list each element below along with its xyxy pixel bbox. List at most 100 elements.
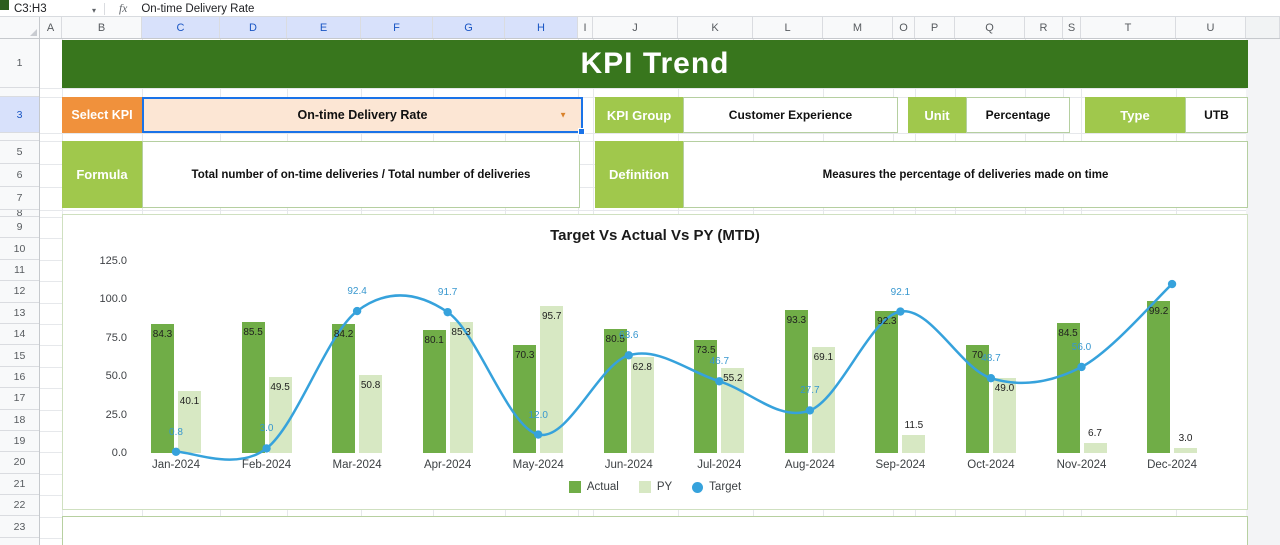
gridline-horizontal — [40, 133, 1280, 134]
row-header-12[interactable]: 12 — [0, 281, 39, 303]
row-header-17[interactable]: 17 — [0, 388, 39, 410]
name-box-caret-icon[interactable]: ▾ — [91, 6, 96, 15]
x-axis-label: Mar-2024 — [332, 459, 382, 471]
py-value-label: 95.7 — [541, 311, 562, 322]
legend-item-target: Target — [692, 481, 741, 493]
actual-value-label: 84.5 — [1058, 328, 1078, 340]
type-label: Type — [1085, 97, 1185, 133]
column-header-c[interactable]: C — [142, 17, 220, 38]
row-header-14[interactable]: 14 — [0, 323, 39, 346]
kpi-select-dropdown[interactable]: On-time Delivery Rate ▼ — [142, 97, 585, 135]
kpi-group-value: Customer Experience — [683, 97, 898, 133]
column-header-h[interactable]: H — [505, 17, 578, 38]
dropdown-arrow-icon[interactable]: ▼ — [559, 110, 567, 120]
row-header-9[interactable]: 9 — [0, 217, 39, 239]
column-header-a[interactable]: A — [40, 17, 62, 38]
row-header-15[interactable]: 15 — [0, 345, 39, 367]
x-axis-label: Aug-2024 — [784, 459, 835, 471]
row-header-10[interactable]: 10 — [0, 238, 39, 260]
y-axis-label: 50.0 — [105, 370, 127, 383]
column-header-l[interactable]: L — [753, 17, 823, 38]
kpi-trend-banner: KPI Trend — [62, 40, 1248, 88]
actual-bar — [603, 329, 627, 453]
column-header-m[interactable]: M — [823, 17, 893, 38]
row-header-21[interactable]: 21 — [0, 473, 39, 496]
column-header-u[interactable]: U — [1176, 17, 1246, 38]
row-header-19[interactable]: 19 — [0, 430, 39, 453]
row-header-1[interactable]: 1 — [0, 39, 39, 88]
chart-title: Target Vs Actual Vs PY (MTD) — [550, 227, 760, 244]
row-header-5[interactable]: 5 — [0, 141, 39, 164]
column-header-filler[interactable] — [1246, 17, 1280, 38]
target-value-label: 56.0 — [1071, 341, 1092, 353]
row-header-spacer[interactable] — [0, 88, 39, 97]
column-header-e[interactable]: E — [287, 17, 361, 38]
formula-input[interactable]: On-time Delivery Rate — [141, 3, 255, 15]
py-value-label: 40.1 — [179, 396, 200, 408]
actual-value-label: 99.2 — [1148, 305, 1169, 317]
column-header-g[interactable]: G — [433, 17, 505, 38]
legend-swatch-py — [638, 481, 651, 493]
actual-bar — [784, 309, 808, 453]
legend-label-py: PY — [656, 481, 673, 493]
row-header-spacer[interactable] — [0, 537, 39, 545]
target-value-label: 92.1 — [890, 286, 911, 298]
row-header-11[interactable]: 11 — [0, 259, 39, 282]
selection-fill-handle[interactable] — [578, 128, 585, 135]
target-value-label: 3.0 — [259, 423, 274, 435]
target-value-label: 0.8 — [169, 426, 183, 438]
column-header-o[interactable]: O — [893, 17, 915, 38]
name-box[interactable]: C3:H3 ▾ — [0, 0, 104, 16]
column-header-q[interactable]: Q — [955, 17, 1025, 38]
kpi-select-value: On-time Delivery Rate — [297, 108, 428, 122]
definition-value: Measures the percentage of deliveries ma… — [683, 141, 1248, 208]
row-header-7[interactable]: 7 — [0, 187, 39, 210]
py-value-label: 49.5 — [270, 381, 290, 393]
row-header-6[interactable]: 6 — [0, 164, 39, 187]
column-header-r[interactable]: R — [1025, 17, 1063, 38]
column-header-s[interactable]: S — [1063, 17, 1081, 38]
row-header-18[interactable]: 18 — [0, 409, 39, 431]
row-header-23[interactable]: 23 — [0, 516, 39, 538]
formula-bar: C3:H3 ▾ fx On-time Delivery Rate — [0, 0, 1280, 17]
column-header-f[interactable]: F — [361, 17, 433, 38]
gridline-horizontal — [40, 88, 1280, 89]
column-header-t[interactable]: T — [1081, 17, 1176, 38]
row-header-13[interactable]: 13 — [0, 302, 39, 324]
column-header-i[interactable]: I — [578, 17, 593, 38]
definition-label: Definition — [595, 141, 683, 208]
sheet-right-filler — [1246, 39, 1280, 545]
actual-bar — [1147, 300, 1171, 453]
legend-swatch-actual — [568, 481, 581, 493]
target-value-label: 63.6 — [619, 330, 639, 342]
target-value-label: 91.7 — [437, 287, 458, 299]
column-header-k[interactable]: K — [678, 17, 753, 38]
cell-reference: C3:H3 — [14, 3, 47, 15]
row-header-20[interactable]: 20 — [0, 452, 39, 474]
chart-plot-area: 0.0 25.0 50.0 75.0 100.0 125.0 84.3 40.1 Jan-202… — [63, 215, 1247, 509]
chart-legend: Actual PY Target — [63, 481, 1247, 493]
py-bar — [1083, 442, 1107, 453]
target-value-label: 48.7 — [981, 353, 1001, 365]
x-axis-label: Apr-2024 — [423, 459, 472, 471]
x-axis-label: Jun-2024 — [604, 459, 653, 471]
column-header-j[interactable]: J — [593, 17, 678, 38]
row-header-3[interactable]: 3 — [0, 97, 39, 133]
y-axis-label: 0.0 — [111, 447, 127, 459]
target-value-label: 27.7 — [800, 385, 820, 397]
row-header-8[interactable]: 8 — [0, 210, 39, 217]
py-value-label: 50.8 — [360, 379, 381, 391]
column-header-d[interactable]: D — [220, 17, 287, 38]
column-header-b[interactable]: B — [62, 17, 142, 38]
row-header-22[interactable]: 22 — [0, 495, 39, 517]
column-header-p[interactable]: P — [915, 17, 955, 38]
next-section-block — [62, 516, 1248, 545]
x-axis-label: Feb-2024 — [241, 459, 292, 471]
row-header-spacer[interactable] — [0, 133, 39, 141]
row-header-16[interactable]: 16 — [0, 366, 39, 389]
target-value-label: 92.4 — [347, 286, 367, 298]
select-all-corner[interactable] — [0, 17, 40, 38]
type-value: UTB — [1185, 97, 1248, 133]
kpi-trend-chart[interactable]: Target Vs Actual Vs PY (MTD) 0.0 25.0 50.0… — [62, 214, 1248, 510]
